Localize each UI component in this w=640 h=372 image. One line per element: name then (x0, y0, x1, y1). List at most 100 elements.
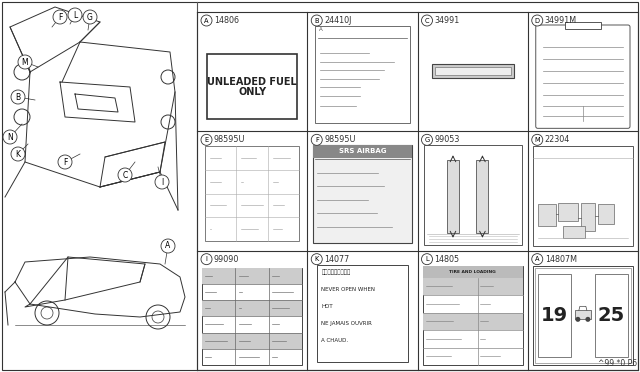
Text: L: L (425, 256, 429, 262)
Text: 14806: 14806 (214, 16, 239, 25)
Bar (431, 64, 514, 78)
Text: A: A (319, 27, 323, 32)
Text: N: N (7, 132, 13, 141)
Text: G: G (87, 13, 93, 22)
Bar (435, 67, 511, 75)
Bar (313, 145, 412, 243)
Text: 99090: 99090 (214, 255, 239, 264)
Bar (317, 264, 408, 362)
Text: 25: 25 (598, 306, 625, 325)
Bar (422, 266, 523, 365)
Text: 98595U: 98595U (324, 135, 356, 144)
Text: A CHAUD.: A CHAUD. (321, 339, 348, 343)
Text: SRS AIRBAG: SRS AIRBAG (339, 148, 386, 154)
Bar (313, 145, 412, 158)
Bar (422, 266, 523, 278)
Text: 34991M: 34991M (545, 16, 577, 25)
FancyBboxPatch shape (536, 25, 630, 128)
Text: UNLEADED FUEL: UNLEADED FUEL (207, 77, 297, 87)
Circle shape (201, 15, 212, 26)
Text: C: C (425, 17, 429, 23)
Circle shape (311, 254, 323, 264)
Circle shape (422, 134, 433, 145)
Bar (316, 26, 410, 124)
Bar (476, 160, 488, 232)
Text: HOT: HOT (321, 304, 333, 309)
Text: K: K (315, 256, 319, 262)
Circle shape (11, 147, 25, 161)
Text: TIRE AND LOADING: TIRE AND LOADING (449, 270, 496, 274)
Circle shape (575, 317, 580, 322)
Bar (535, 268, 631, 363)
Text: M: M (22, 58, 28, 67)
Bar (447, 160, 459, 232)
Circle shape (161, 239, 175, 253)
Circle shape (532, 134, 543, 145)
Circle shape (532, 254, 543, 264)
Text: 22304: 22304 (545, 135, 570, 144)
Circle shape (586, 317, 590, 322)
Bar (557, 203, 578, 221)
Text: 19: 19 (541, 306, 568, 325)
Bar (532, 266, 633, 365)
Bar (202, 300, 302, 316)
Circle shape (422, 15, 433, 26)
Text: F: F (315, 137, 319, 143)
Text: 98595U: 98595U (214, 135, 246, 144)
Circle shape (311, 15, 323, 26)
Text: A: A (204, 17, 209, 23)
Text: A: A (535, 256, 540, 262)
Text: NEVER OPEN WHEN: NEVER OPEN WHEN (321, 287, 375, 292)
Bar (422, 278, 523, 295)
Text: F: F (58, 13, 62, 22)
Bar (202, 268, 302, 284)
Text: L: L (73, 10, 77, 19)
Text: E: E (204, 137, 209, 143)
Circle shape (118, 168, 132, 182)
Text: B: B (314, 17, 319, 23)
Circle shape (83, 10, 97, 24)
Bar (563, 226, 585, 238)
Bar (565, 22, 601, 29)
Bar (532, 146, 633, 246)
Text: ^99 *0 P6: ^99 *0 P6 (598, 359, 637, 368)
Text: 熱い時、あけるな。: 熱い時、あけるな。 (321, 270, 351, 275)
Bar (598, 203, 614, 224)
Text: B: B (15, 93, 20, 102)
Circle shape (532, 15, 543, 26)
Text: K: K (15, 150, 20, 158)
Bar (538, 203, 556, 226)
Bar (575, 310, 591, 319)
Circle shape (155, 175, 169, 189)
Text: M: M (534, 137, 540, 143)
Circle shape (3, 130, 17, 144)
Text: C: C (122, 170, 127, 180)
Bar (207, 54, 297, 119)
Bar (424, 145, 522, 245)
Circle shape (53, 10, 67, 24)
Circle shape (58, 155, 72, 169)
Text: 14077: 14077 (324, 255, 349, 264)
Bar (202, 333, 302, 349)
Circle shape (68, 8, 82, 22)
Bar (538, 274, 571, 357)
Bar (202, 268, 302, 365)
Circle shape (11, 90, 25, 104)
Circle shape (311, 134, 323, 145)
Text: NE JAMAIS OUVRIR: NE JAMAIS OUVRIR (321, 321, 372, 326)
Text: F: F (63, 157, 67, 167)
Circle shape (201, 254, 212, 264)
Text: 34991: 34991 (435, 16, 460, 25)
Bar (580, 203, 595, 231)
Text: 14805: 14805 (435, 255, 460, 264)
Circle shape (18, 55, 32, 69)
Text: D: D (535, 17, 540, 23)
Text: I: I (161, 177, 163, 186)
Circle shape (422, 254, 433, 264)
Text: G: G (424, 137, 429, 143)
Bar (205, 146, 300, 241)
Text: I: I (205, 256, 207, 262)
Circle shape (201, 134, 212, 145)
Text: ONLY: ONLY (238, 87, 266, 96)
Text: 99053: 99053 (435, 135, 460, 144)
